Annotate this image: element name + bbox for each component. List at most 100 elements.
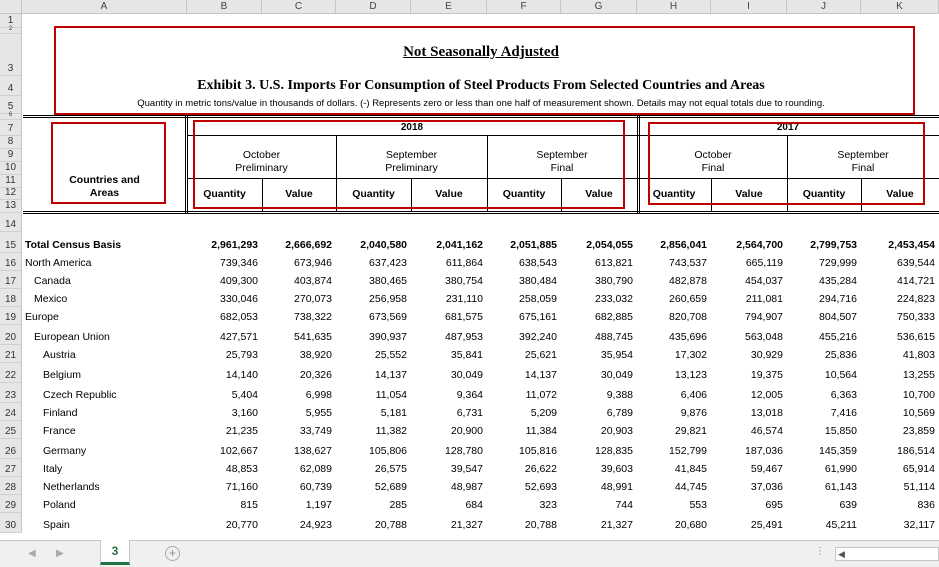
row-header[interactable]: 4 [0,76,22,96]
value-cell[interactable]: 65,914 [902,463,935,475]
value-cell[interactable]: 454,037 [745,275,783,287]
value-cell[interactable]: 59,467 [750,463,783,475]
row-header[interactable]: 10 [0,162,22,175]
value-cell[interactable]: 48,987 [450,481,483,493]
row-header[interactable]: 28 [0,477,22,495]
value-cell[interactable]: 62,089 [299,463,332,475]
column-header-c[interactable]: C [262,0,336,14]
quantity-cell[interactable]: 2,051,885 [510,239,557,251]
column-header-f[interactable]: F [487,0,561,14]
value-cell[interactable]: 488,745 [595,331,633,343]
value-cell[interactable]: 33,749 [299,425,332,437]
quantity-cell[interactable]: 9,876 [680,407,707,419]
value-cell[interactable]: 138,627 [294,445,332,457]
value-cell[interactable]: 211,081 [745,293,783,305]
quantity-cell[interactable]: 11,072 [525,389,557,401]
quantity-cell[interactable]: 743,537 [669,257,707,269]
scroll-tabs-left-icon[interactable]: ◀ [28,548,36,559]
value-cell[interactable]: 639,544 [897,257,935,269]
quantity-cell[interactable]: 675,161 [519,311,557,323]
value-cell[interactable]: 563,048 [745,331,783,343]
quantity-cell[interactable]: 682,053 [220,311,258,323]
column-header-b[interactable]: B [187,0,262,14]
quantity-cell[interactable]: 5,181 [380,407,407,419]
value-cell[interactable]: 681,575 [445,311,483,323]
value-cell[interactable]: 187,036 [745,445,783,457]
row-header[interactable]: 11 [0,175,22,188]
quantity-cell[interactable]: 11,382 [375,425,407,437]
quantity-cell[interactable]: 14,140 [225,369,258,381]
country-label[interactable]: Belgium [43,369,81,381]
quantity-cell[interactable]: 25,836 [824,349,857,361]
quantity-cell[interactable]: 2,799,753 [810,239,857,251]
value-cell[interactable]: 60,739 [299,481,332,493]
row-header[interactable]: 8 [0,136,22,149]
quantity-cell[interactable]: 482,878 [669,275,707,287]
column-header-a[interactable]: A [22,0,187,14]
quantity-cell[interactable]: 105,806 [369,445,407,457]
row-header[interactable]: 16 [0,253,22,271]
quantity-cell[interactable]: 2,856,041 [660,239,707,251]
value-cell[interactable]: 39,547 [450,463,483,475]
quantity-cell[interactable]: 10,564 [824,369,857,381]
country-label[interactable]: Poland [43,499,76,511]
quantity-cell[interactable]: 17,302 [674,349,707,361]
row-header[interactable]: 21 [0,345,22,363]
quantity-cell[interactable]: 435,284 [819,275,857,287]
value-cell[interactable]: 794,907 [745,311,783,323]
quantity-cell[interactable]: 52,693 [524,481,557,493]
quantity-cell[interactable]: 260,659 [669,293,707,305]
country-label[interactable]: Netherlands [43,481,100,493]
quantity-cell[interactable]: 553 [689,499,707,511]
value-cell[interactable]: 20,900 [450,425,483,437]
value-cell[interactable]: 19,375 [750,369,783,381]
value-cell[interactable]: 23,859 [902,425,935,437]
quantity-cell[interactable]: 26,622 [524,463,557,475]
country-label[interactable]: European Union [34,331,110,343]
row-header[interactable]: 15 [0,232,22,253]
quantity-cell[interactable]: 294,716 [819,293,857,305]
value-cell[interactable]: 6,998 [305,389,332,401]
quantity-cell[interactable]: 392,240 [519,331,557,343]
quantity-cell[interactable]: 11,384 [525,425,557,437]
value-cell[interactable]: 380,754 [445,275,483,287]
value-cell[interactable]: 2,453,454 [888,239,935,251]
value-cell[interactable]: 128,780 [445,445,483,457]
country-label[interactable]: Austria [43,349,76,361]
country-label[interactable]: Canada [34,275,71,287]
value-cell[interactable]: 673,946 [294,257,332,269]
row-header[interactable]: 12 [0,187,22,200]
column-header-d[interactable]: D [336,0,411,14]
quantity-cell[interactable]: 25,621 [524,349,557,361]
value-cell[interactable]: 12,005 [750,389,783,401]
value-cell[interactable]: 6,731 [456,407,483,419]
value-cell[interactable]: 414,721 [897,275,935,287]
value-cell[interactable]: 128,835 [595,445,633,457]
column-header-k[interactable]: K [861,0,939,14]
row-header[interactable]: 17 [0,271,22,289]
column-header-i[interactable]: I [711,0,787,14]
quantity-cell[interactable]: 258,059 [519,293,557,305]
quantity-cell[interactable]: 380,465 [369,275,407,287]
quantity-cell[interactable]: 20,788 [524,519,557,531]
quantity-cell[interactable]: 455,216 [819,331,857,343]
value-cell[interactable]: 30,049 [600,369,633,381]
value-cell[interactable]: 233,032 [595,293,633,305]
quantity-cell[interactable]: 41,845 [674,463,707,475]
column-header-e[interactable]: E [411,0,487,14]
row-header[interactable]: 2 [0,26,22,34]
value-cell[interactable]: 10,569 [902,407,935,419]
value-cell[interactable]: 682,885 [595,311,633,323]
quantity-cell[interactable]: 739,346 [220,257,258,269]
value-cell[interactable]: 536,615 [897,331,935,343]
value-cell[interactable]: 695 [765,499,783,511]
quantity-cell[interactable]: 61,143 [824,481,857,493]
value-cell[interactable]: 613,821 [595,257,633,269]
value-cell[interactable]: 738,322 [294,311,332,323]
column-header-j[interactable]: J [787,0,861,14]
row-header[interactable]: 7 [0,120,22,136]
value-cell[interactable]: 25,491 [750,519,783,531]
value-cell[interactable]: 5,955 [305,407,332,419]
quantity-cell[interactable]: 729,999 [819,257,857,269]
